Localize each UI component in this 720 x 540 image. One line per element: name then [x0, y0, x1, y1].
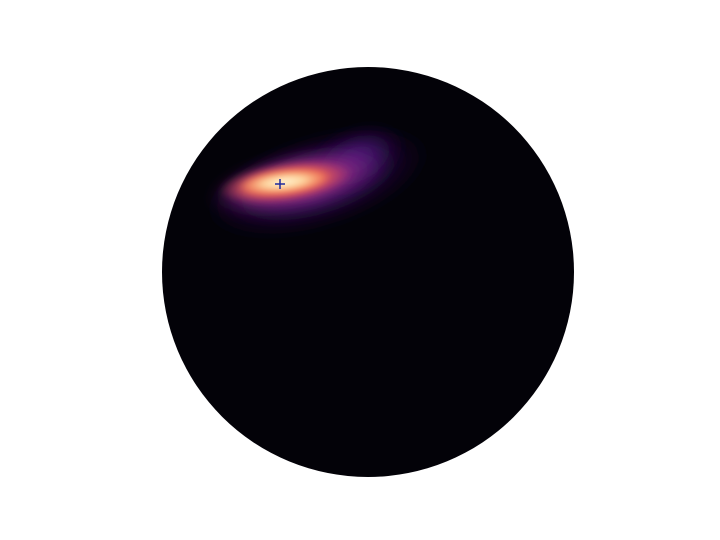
peak-marker — [275, 179, 285, 189]
density-hotspot — [202, 122, 434, 240]
